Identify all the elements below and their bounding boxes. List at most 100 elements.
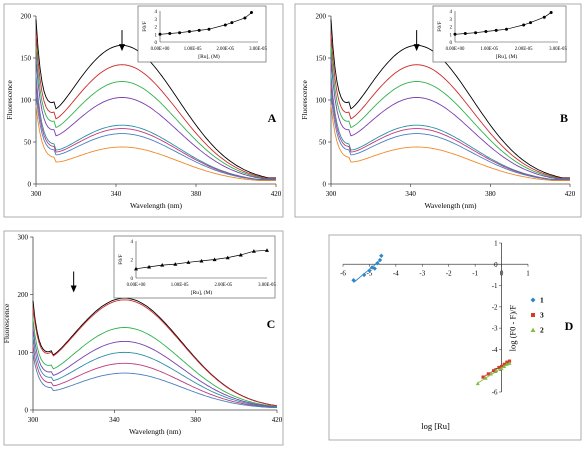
inset-data-point (238, 252, 243, 257)
inset-y-tick-label: 1 (450, 33, 453, 38)
inset-y-axis-label: F0/F (437, 21, 443, 31)
inset-data-point (207, 27, 211, 31)
x-axis-label: Wavelength (nm) (424, 201, 477, 210)
y-axis-label: Fluorescence (5, 80, 14, 120)
y-tick-label: 100 (18, 349, 29, 357)
inset-x-axis-label: [Ru], (M) (496, 53, 518, 60)
x-axis-label: Wavelength (nm) (129, 427, 182, 436)
y-tick-label: 150 (21, 55, 32, 63)
inset-y-tick-label: 4 (450, 10, 453, 15)
x-tick-label: 1 (526, 269, 530, 277)
inset-data-point (474, 31, 478, 35)
inset-trend-line (159, 12, 252, 35)
inset-data-point (199, 258, 204, 263)
inset-data-point (505, 27, 508, 31)
legend-marker (530, 297, 536, 303)
inset-x-tick-label: 1.00E-05 (171, 283, 189, 288)
inset-y-tick-label: 0 (131, 277, 134, 282)
data-point-series-3 (481, 375, 485, 379)
spectrum-curve (330, 58, 570, 180)
data-point-series-1 (361, 272, 367, 278)
inset-x-tick-label: 0.00E+00 (151, 47, 170, 52)
data-point-series-1 (377, 257, 383, 263)
spectrum-curve (35, 93, 276, 181)
data-point-series-3 (497, 365, 501, 370)
inset-x-tick-label: 2.00E-05 (214, 283, 232, 288)
inset-data-point (187, 30, 191, 34)
legend-marker (530, 327, 536, 332)
spectrum-curve (32, 337, 277, 408)
spectrum-curve (35, 58, 276, 180)
y-axis-label: Fluorescence (2, 303, 11, 343)
spectrum-curve (330, 33, 570, 179)
inset-y-tick-label: 0 (155, 41, 158, 46)
x-tick-label: 380 (190, 416, 201, 424)
inset-x-tick-label: 0.00E+00 (446, 47, 465, 52)
data-point-series-3 (492, 369, 496, 373)
inset-x-tick-label: 1.00E-05 (480, 47, 498, 52)
data-point-series-3 (486, 372, 490, 376)
inset-data-point (251, 249, 256, 253)
spectrum-curve (330, 83, 570, 181)
x-tick-label: -5 (367, 269, 373, 277)
inset-data-point (249, 11, 253, 15)
data-point-series-2 (499, 366, 504, 371)
inset-x-tick-label: 3.00E-05 (258, 283, 276, 288)
inset-data-point (173, 262, 178, 266)
spectrum-curve (35, 83, 276, 181)
inset-data-point (230, 21, 234, 25)
y-tick-label: 200 (316, 13, 327, 21)
inset-data-point (134, 266, 138, 271)
data-point-series-1 (372, 266, 377, 271)
inset-y-tick-label: 2 (155, 26, 158, 31)
data-point-series-2 (489, 371, 493, 376)
spectrum-curve (330, 19, 570, 179)
y-tick-label: 1 (494, 240, 498, 248)
x-tick-label: 420 (271, 190, 282, 198)
legend-label: 2 (540, 326, 544, 335)
panel-letter: A (268, 111, 277, 125)
inset-x-axis-label: [Ru], (M) (191, 289, 213, 296)
inset-trend-line (454, 12, 552, 35)
y-tick-label: 50 (24, 139, 32, 147)
data-point-series-3 (505, 360, 509, 364)
inset-data-point (529, 21, 533, 25)
y-tick-label: 0 (28, 181, 32, 189)
x-tick-label: 300 (28, 416, 39, 424)
inset-data-point (225, 255, 230, 260)
inset-x-tick-label: 3.00E-05 (249, 47, 267, 52)
y-tick-label: 200 (21, 13, 32, 21)
x-tick-label: 300 (326, 190, 337, 198)
inset-y-tick-label: 3 (155, 18, 158, 23)
y-tick-label: -3 (492, 325, 498, 333)
x-axis-label: Wavelength (nm) (130, 201, 183, 210)
inset-y-axis-label: F0/F (142, 21, 148, 31)
panel-a-frame (3, 3, 284, 218)
inset-y-tick-label: 2 (450, 26, 453, 31)
inset-x-tick-label: 3.00E-05 (549, 47, 567, 52)
spectrum-curve (330, 46, 570, 180)
inset-chart: 0 1 2 3 4 0.00E+00 1.00E-05 2.00E-05 3.00E-05 [Ru… (137, 5, 267, 63)
y-tick-label: -6 (492, 389, 498, 397)
spectrum-curve (330, 105, 570, 182)
data-point-series-2 (504, 362, 509, 366)
y-tick-label: 0 (494, 261, 498, 269)
data-point-series-2 (483, 376, 488, 380)
panel-letter: D (565, 319, 574, 333)
inset-chart: 0 2 4 0.00E+00 1.00E-05 2.00E-05 3.00E-05 [Ru],… (113, 235, 276, 299)
inset-data-point (542, 15, 546, 19)
y-tick-label: 300 (18, 234, 29, 242)
x-tick-label: 380 (485, 190, 496, 198)
data-point-series-2 (475, 381, 480, 386)
quenching-arrow-head (413, 44, 420, 52)
inset-data-point (168, 31, 172, 35)
inset-x-axis-label: [Ru], (M) (198, 53, 220, 60)
x-tick-label: 0 (500, 269, 504, 277)
y-tick-label: -4 (492, 346, 498, 354)
x-tick-label: 420 (272, 416, 283, 424)
x-tick-label: 340 (405, 190, 416, 198)
panel-d-frame (328, 234, 582, 441)
